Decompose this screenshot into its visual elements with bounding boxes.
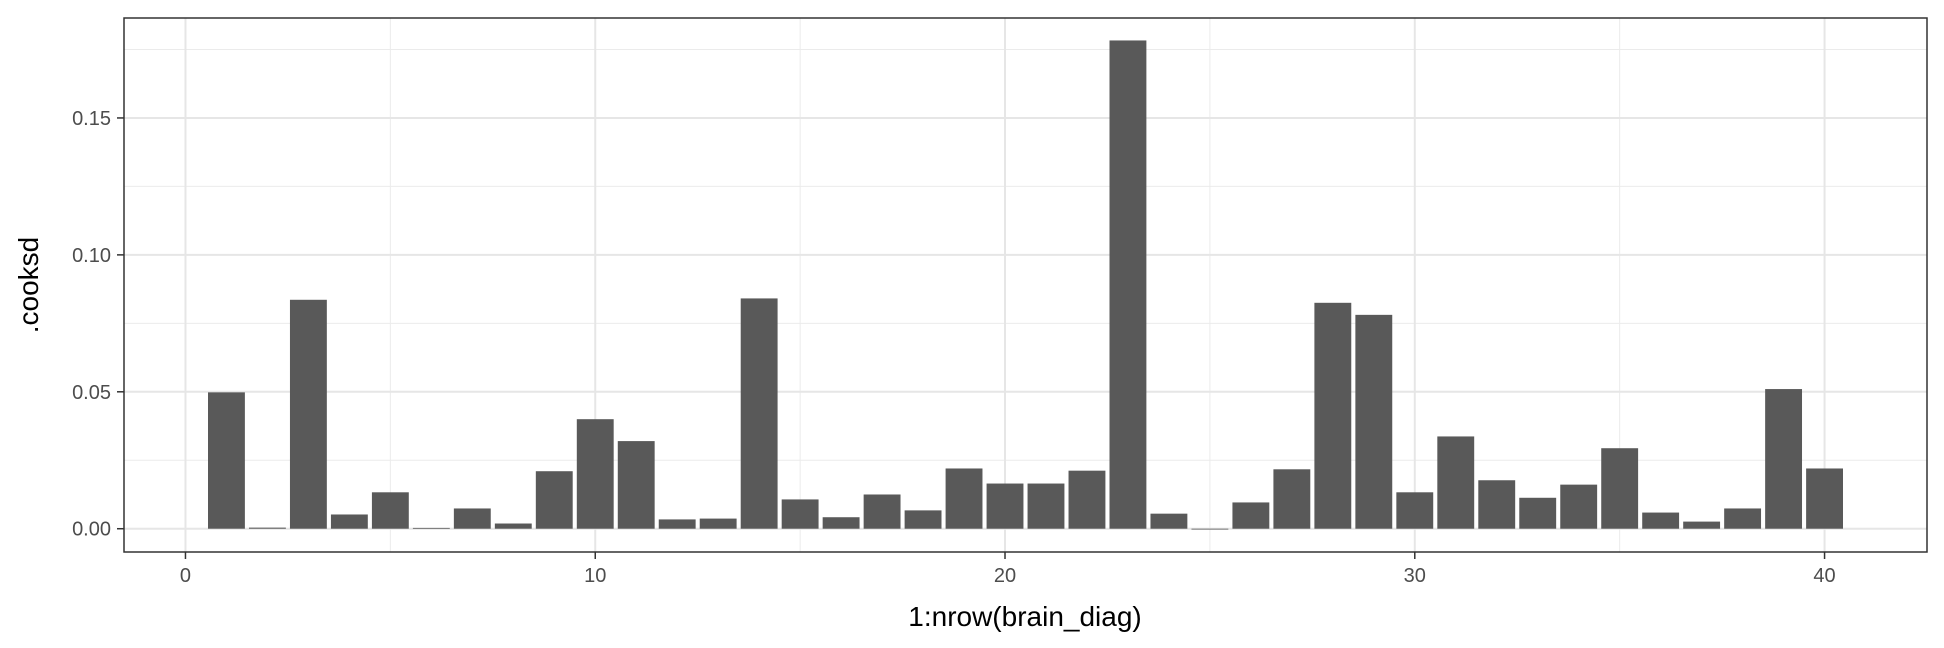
y-axis-title: .cooksd: [13, 237, 44, 334]
y-tick-label: 0.15: [72, 108, 111, 130]
bar: [453, 508, 491, 529]
bar: [740, 298, 778, 529]
bar: [1683, 521, 1721, 529]
bar: [1150, 513, 1188, 529]
bar: [1642, 512, 1680, 529]
x-tick-label: 30: [1404, 565, 1426, 587]
bar: [1355, 314, 1393, 529]
bar: [1314, 302, 1352, 529]
x-tick-label: 0: [180, 565, 191, 587]
x-axis: 0 10 20 30 40: [180, 552, 1836, 587]
bar: [208, 392, 245, 529]
bar: [822, 517, 860, 529]
bar: [1519, 497, 1557, 529]
bar: [1765, 389, 1803, 529]
bar: [904, 510, 942, 529]
bar: [1396, 492, 1434, 529]
bar: [535, 471, 573, 529]
bar: [1806, 468, 1843, 529]
y-axis: 0.00 0.05 0.10 0.15: [72, 108, 124, 541]
bar: [945, 468, 983, 529]
bar: [781, 499, 819, 529]
minor-gridlines: [124, 18, 1927, 552]
y-tick-label: 0.00: [72, 519, 111, 541]
bar: [289, 299, 327, 529]
bar: [1068, 470, 1106, 529]
plot-panel-background: [124, 18, 1927, 552]
bar: [1478, 480, 1516, 529]
bar: [1724, 508, 1762, 529]
bar: [617, 441, 655, 529]
x-tick-label: 20: [994, 565, 1016, 587]
bar: [1437, 436, 1475, 529]
bar: [863, 494, 901, 529]
x-tick-label: 10: [584, 565, 606, 587]
x-tick-label: 40: [1813, 565, 1835, 587]
bar: [371, 492, 409, 529]
bar: [1027, 483, 1065, 529]
bar: [330, 514, 368, 529]
x-axis-title: 1:nrow(brain_diag): [908, 601, 1141, 632]
bar: [248, 527, 286, 529]
bar: [699, 518, 737, 529]
bar: [1273, 469, 1311, 529]
bar: [576, 419, 614, 529]
bar: [1560, 484, 1598, 529]
plot-panel-border: [123, 17, 1928, 553]
y-tick-label: 0.10: [72, 245, 111, 267]
bar: [1601, 448, 1639, 529]
bar: [986, 483, 1024, 529]
bar: [1109, 40, 1147, 529]
bars: [208, 40, 1843, 530]
bar: [1191, 528, 1229, 530]
bar: [412, 527, 450, 529]
bar: [658, 519, 696, 529]
bar: [1232, 502, 1270, 529]
y-tick-label: 0.05: [72, 382, 111, 404]
bar: [494, 523, 532, 529]
